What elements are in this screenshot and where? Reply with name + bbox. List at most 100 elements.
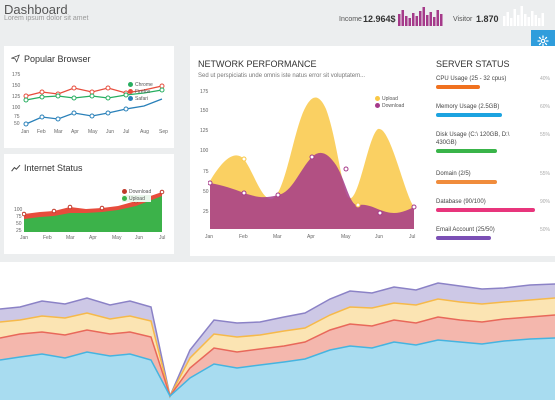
income-value: 12.964$ xyxy=(363,14,396,24)
x-tick: Mar xyxy=(66,235,75,241)
y-tick: 75 xyxy=(16,214,22,220)
income-stat: Income 12.964$ xyxy=(337,6,447,26)
x-tick: Apr xyxy=(89,235,97,241)
x-tick: Jul xyxy=(409,234,416,240)
x-tick: Jan xyxy=(205,234,214,240)
y-tick: 150 xyxy=(12,83,21,89)
y-tick: 25 xyxy=(203,209,209,215)
internet-status-title: Internet Status xyxy=(24,163,83,173)
legend-label: Download xyxy=(129,188,152,195)
y-tick: 25 xyxy=(16,228,22,234)
legend-item-upload: Upload xyxy=(122,195,152,202)
x-tick: Jun xyxy=(106,129,115,135)
x-tick: Jul xyxy=(123,129,130,135)
server-item-label: Email Account (25/50) xyxy=(436,227,495,233)
server-status-item: Domain (2/5) 55% xyxy=(436,170,550,184)
legend-item-safari: Safari xyxy=(128,95,153,102)
x-tick: Sep xyxy=(159,129,168,135)
legend-item-download: Download xyxy=(375,102,404,109)
x-tick: Jan xyxy=(20,235,29,241)
y-tick: 50 xyxy=(203,189,209,195)
internet-status-card: Internet Status 100 75 50 25 Download Up… xyxy=(4,154,174,254)
legend-item-chrome: Chrome xyxy=(128,81,153,88)
legend-item-firefox: Firefox xyxy=(128,88,153,95)
x-tick: Aug xyxy=(140,129,149,135)
x-tick: Apr xyxy=(71,129,79,135)
x-tick: May xyxy=(88,129,98,135)
y-tick: 175 xyxy=(12,72,21,78)
paper-plane-icon xyxy=(11,54,20,63)
x-tick: May xyxy=(341,234,351,240)
y-tick: 100 xyxy=(200,148,209,154)
x-tick: Mar xyxy=(54,129,63,135)
y-tick: 100 xyxy=(12,105,21,111)
y-tick: 125 xyxy=(200,128,209,134)
disk-usage-bar xyxy=(436,149,497,153)
trend-line-icon xyxy=(11,164,21,172)
visitor-stat: Visitor 1.870 xyxy=(451,6,555,26)
y-tick: 50 xyxy=(14,121,20,127)
legend-label: Firefox xyxy=(135,88,151,95)
email-account-bar xyxy=(436,236,491,240)
server-item-pct: 55% xyxy=(539,132,550,138)
x-tick: Jul xyxy=(159,235,166,241)
gear-icon xyxy=(537,35,549,47)
internet-status-chart xyxy=(22,189,165,232)
server-status-title: SERVER STATUS xyxy=(436,59,510,69)
server-status-item: Database (90/100) 90% xyxy=(436,198,550,212)
legend-item-upload: Upload xyxy=(375,95,404,102)
network-performance-description: Sed ut perspiciatis unde omnis iste natu… xyxy=(198,73,366,79)
legend-label: Safari xyxy=(135,95,149,102)
server-item-pct: 40% xyxy=(539,76,550,82)
cpu-usage-bar xyxy=(436,85,480,89)
legend-label: Upload xyxy=(382,95,398,102)
network-performance-chart xyxy=(208,97,417,229)
server-item-label: Disk Usage (C:\ 120GB, D:\ 430GB) xyxy=(436,132,510,146)
server-status-item: Email Account (25/50) 50% xyxy=(436,226,550,240)
x-tick: Feb xyxy=(43,235,52,241)
top-header: Dashboard Lorem ipsum dolor sit amet Inc… xyxy=(0,0,555,30)
server-item-pct: 60% xyxy=(539,104,550,110)
popular-browser-card: Popular Browser 175 150 125 100 75 50 Ch… xyxy=(4,46,174,148)
x-tick: Feb xyxy=(37,129,46,135)
income-label: Income xyxy=(339,16,362,23)
server-item-label: Database (90/100) xyxy=(436,199,486,205)
popular-browser-title: Popular Browser xyxy=(24,54,91,64)
server-item-pct: 55% xyxy=(539,171,550,177)
popular-browser-legend: Chrome Firefox Safari xyxy=(128,81,153,102)
x-tick: Jun xyxy=(135,235,144,241)
legend-label: Download xyxy=(382,102,405,109)
visitor-label: Visitor xyxy=(453,16,473,23)
database-bar xyxy=(436,208,535,212)
y-tick: 100 xyxy=(14,207,23,213)
y-tick: 50 xyxy=(16,221,22,227)
network-performance-legend: Upload Download xyxy=(375,95,404,109)
x-tick: Mar xyxy=(273,234,282,240)
x-tick: May xyxy=(112,235,122,241)
legend-label: Upload xyxy=(129,195,145,202)
internet-status-legend: Download Upload xyxy=(122,188,152,202)
y-tick: 150 xyxy=(200,108,209,114)
page-subtitle: Lorem ipsum dolor sit amet xyxy=(4,15,89,22)
y-tick: 175 xyxy=(200,89,209,95)
popular-browser-chart xyxy=(23,83,165,127)
network-performance-title: NETWORK PERFORMANCE xyxy=(198,59,317,69)
server-item-label: Domain (2/5) xyxy=(436,171,471,177)
server-item-label: Memory Usage (2.5GB) xyxy=(436,104,500,110)
x-tick: Jan xyxy=(21,129,30,135)
income-sparkline xyxy=(398,7,443,26)
page-title: Dashboard xyxy=(4,2,68,17)
bottom-stacked-area-chart xyxy=(0,262,555,400)
x-tick: Apr xyxy=(307,234,315,240)
server-status-item: CPU Usage (25 - 32 cpus) 40% xyxy=(436,75,550,89)
y-tick: 75 xyxy=(203,169,209,175)
server-item-label: CPU Usage (25 - 32 cpus) xyxy=(436,76,507,82)
x-tick: Jun xyxy=(375,234,384,240)
y-tick: 75 xyxy=(14,114,20,120)
y-tick: 125 xyxy=(12,94,21,100)
domain-bar xyxy=(436,180,497,184)
memory-usage-bar xyxy=(436,113,502,117)
legend-item-download: Download xyxy=(122,188,151,195)
visitor-sparkline xyxy=(503,6,544,26)
visitor-value: 1.870 xyxy=(476,14,499,24)
